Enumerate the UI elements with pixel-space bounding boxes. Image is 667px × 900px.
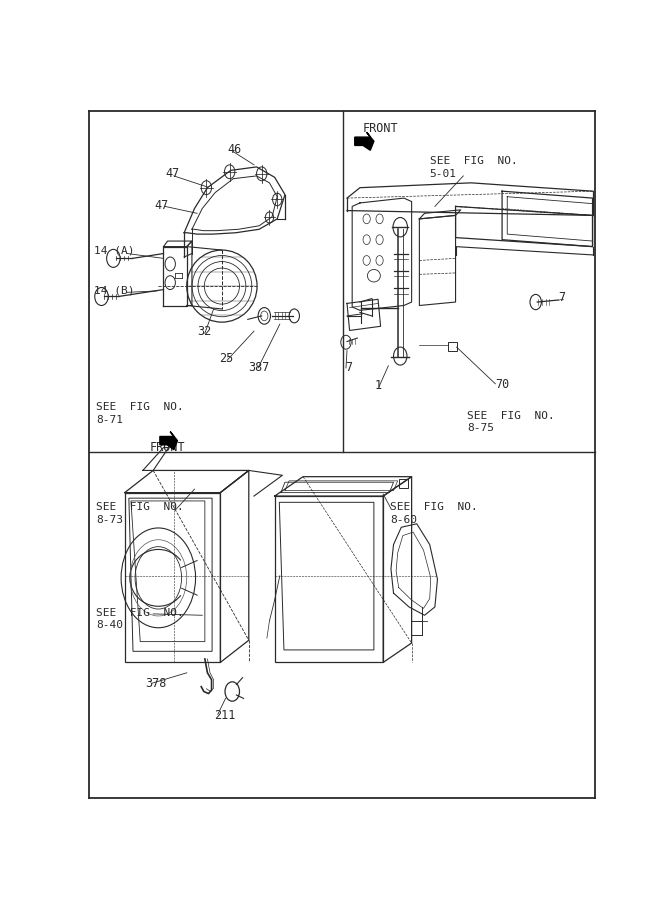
- Text: 47: 47: [165, 167, 179, 180]
- Text: 7: 7: [558, 292, 565, 304]
- Text: 8-75: 8-75: [468, 423, 494, 433]
- Text: 25: 25: [219, 353, 233, 365]
- Text: 8-71: 8-71: [96, 415, 123, 425]
- Bar: [448, 341, 457, 351]
- Text: 47: 47: [155, 199, 169, 212]
- Polygon shape: [355, 132, 374, 150]
- Text: FRONT: FRONT: [149, 441, 185, 454]
- Text: 211: 211: [213, 709, 235, 723]
- Text: SEE  FIG  NO.: SEE FIG NO.: [468, 410, 555, 420]
- Text: 7: 7: [345, 361, 352, 374]
- Text: 8-73: 8-73: [96, 515, 123, 525]
- Text: SEE  FIG  NO.: SEE FIG NO.: [96, 402, 184, 412]
- Ellipse shape: [187, 250, 257, 322]
- Text: FRONT: FRONT: [363, 122, 398, 135]
- Text: SEE  FIG  NO.: SEE FIG NO.: [390, 502, 478, 512]
- Text: SEE  FIG  NO.: SEE FIG NO.: [96, 502, 184, 512]
- Text: 8-40: 8-40: [96, 620, 123, 630]
- Text: 1: 1: [374, 380, 382, 392]
- Text: 32: 32: [197, 325, 211, 338]
- Polygon shape: [160, 432, 177, 450]
- Text: 14 (A): 14 (A): [93, 245, 134, 255]
- Text: SEE  FIG  NO.: SEE FIG NO.: [430, 157, 518, 166]
- Text: 70: 70: [496, 378, 510, 391]
- Text: 14 (B): 14 (B): [93, 285, 134, 295]
- Text: SEE  FIG  NO.: SEE FIG NO.: [96, 608, 184, 617]
- Bar: [399, 479, 408, 488]
- Text: 378: 378: [145, 677, 167, 689]
- Text: 5-01: 5-01: [430, 169, 457, 179]
- Text: 8-60: 8-60: [390, 515, 417, 525]
- Text: 387: 387: [247, 362, 269, 374]
- Text: 46: 46: [227, 143, 241, 156]
